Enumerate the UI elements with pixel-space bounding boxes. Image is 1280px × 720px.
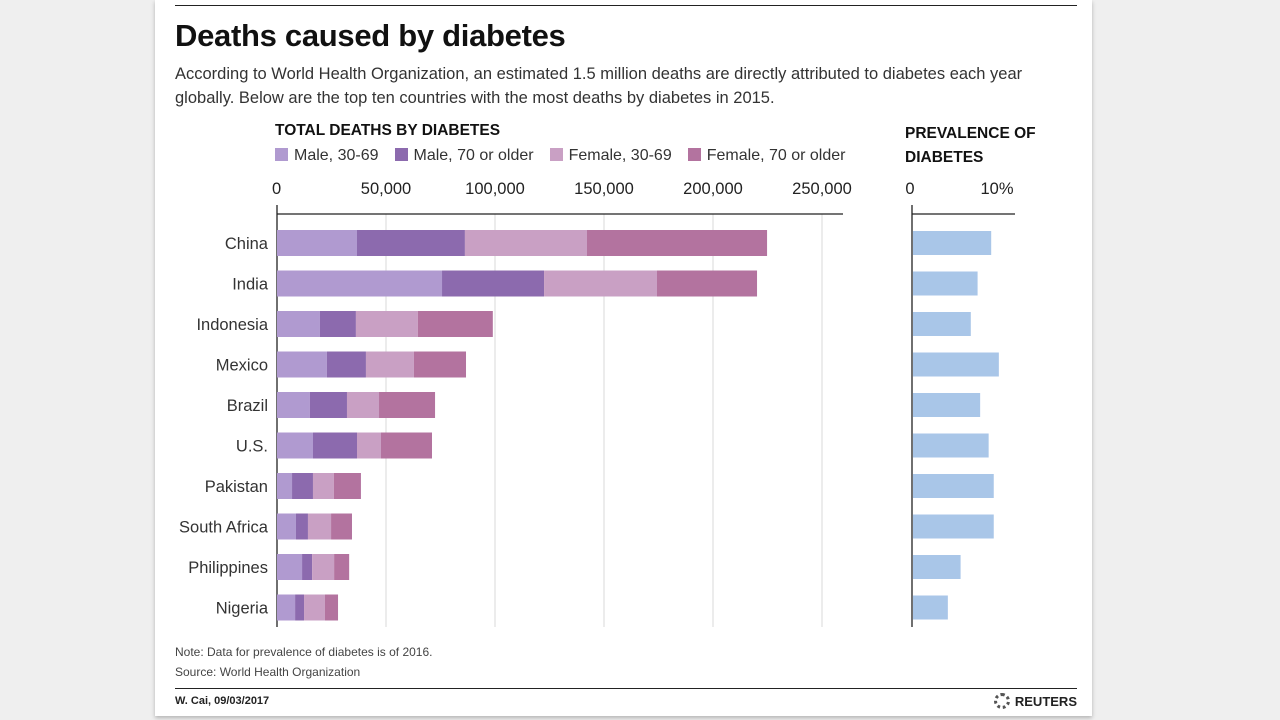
prevalence-bar xyxy=(913,271,978,296)
bar-segment xyxy=(379,392,436,418)
bar-segment xyxy=(331,513,352,540)
country-label: China xyxy=(225,235,269,253)
prevalence-bar xyxy=(913,595,948,620)
bar-segment xyxy=(544,270,657,297)
bar-segment xyxy=(346,392,380,418)
bar-segment xyxy=(326,351,366,378)
legend-item: Female, 30-69 xyxy=(549,147,672,165)
country-label: India xyxy=(232,276,269,294)
prevalence-title-line: PREVALENCE OF xyxy=(905,125,1036,142)
prevalence-bar xyxy=(913,231,992,255)
legend-item: Male, 70 or older xyxy=(394,147,534,165)
reuters-brand: REUTERS xyxy=(1014,693,1077,709)
bar-segment xyxy=(307,513,332,540)
bar-segment xyxy=(334,554,350,580)
x-tick-label: 100,000 xyxy=(465,180,525,198)
country-label: South Africa xyxy=(179,519,269,537)
prevalence-title-line: DIABETES xyxy=(905,149,984,166)
x-tick-label: 0 xyxy=(272,180,281,198)
bar-segment xyxy=(380,432,432,459)
bar-segment xyxy=(277,554,303,580)
bar-segment xyxy=(333,473,361,499)
country-label: Indonesia xyxy=(196,316,268,334)
bar-segment xyxy=(277,351,327,378)
top-rule xyxy=(175,5,1077,6)
bar-segment xyxy=(312,432,358,459)
bar-segment xyxy=(277,311,320,337)
prevalence-bar xyxy=(913,514,994,539)
chart-title: Deaths caused by diabetes xyxy=(175,18,566,53)
bar-segment xyxy=(357,230,465,256)
footer-credit: W. Cai, 09/03/2017 xyxy=(175,695,270,707)
bar-segment xyxy=(277,594,296,621)
bar-segment xyxy=(355,311,418,337)
bar-segment xyxy=(319,311,356,337)
bar-segment xyxy=(413,351,467,378)
bar-segment xyxy=(302,554,313,580)
bar-segment xyxy=(312,554,335,580)
country-label: Brazil xyxy=(227,397,268,415)
bar-segment xyxy=(295,594,305,621)
chart-subtitle: According to World Health Organization, … xyxy=(175,62,1022,110)
deaths-chart-title: TOTAL DEATHS BY DIABETES xyxy=(275,122,501,139)
prevalence-chart-title: PREVALENCE OF DIABETES xyxy=(905,122,1036,170)
bar-segment xyxy=(277,432,313,459)
bar-segment xyxy=(292,473,313,499)
x-tick-label: 200,000 xyxy=(683,180,743,198)
legend-swatch xyxy=(549,148,563,161)
country-label: Nigeria xyxy=(216,600,269,618)
footer-rule xyxy=(175,688,1077,689)
bar-segment xyxy=(304,594,325,621)
x-tick-label: 250,000 xyxy=(792,180,852,198)
bar-segment xyxy=(277,270,443,297)
bar-segment xyxy=(417,311,493,337)
bar-segment xyxy=(442,270,545,297)
legend-swatch xyxy=(275,148,288,161)
legend-label: Female, 30-69 xyxy=(568,147,672,164)
legend-label: Male, 70 or older xyxy=(413,147,534,164)
legend: Male, 30-69 Male, 70 or older Female, 30-6… xyxy=(275,147,845,165)
prevalence-tick-label: 0 xyxy=(905,180,914,198)
prevalence-bar xyxy=(913,474,994,498)
bar-segment xyxy=(312,473,334,499)
x-tick-label: 150,000 xyxy=(574,180,634,198)
country-label: Mexico xyxy=(216,357,268,375)
prevalence-bar xyxy=(913,312,971,336)
country-label: U.S. xyxy=(236,438,268,456)
bar-segment xyxy=(277,230,358,256)
country-label: Pakistan xyxy=(205,478,268,496)
reuters-logo-icon xyxy=(993,693,1010,709)
bar-segment xyxy=(309,392,347,418)
x-tick-label: 50,000 xyxy=(361,180,411,198)
reuters-logo: REUTERS xyxy=(993,693,1077,709)
legend-swatch xyxy=(394,148,408,161)
bar-segment xyxy=(357,432,381,459)
bar-segment xyxy=(586,230,768,256)
prevalence-tick-label: 10% xyxy=(980,180,1013,198)
bar-segment xyxy=(365,351,414,378)
bar-segment xyxy=(277,392,310,418)
prevalence-bar xyxy=(913,393,981,417)
subtitle-line: globally. Below are the top ten countrie… xyxy=(175,89,775,107)
prevalence-bar xyxy=(913,555,961,579)
prevalence-bar xyxy=(913,352,999,377)
bar-segment xyxy=(324,594,339,621)
bar-segment xyxy=(656,270,758,297)
source-text: Source: World Health Organization xyxy=(175,665,361,679)
note-text: Note: Data for prevalence of diabetes is… xyxy=(175,645,433,659)
legend-item: Male, 30-69 xyxy=(275,147,379,165)
prevalence-bar xyxy=(913,433,989,458)
bar-segment xyxy=(277,513,296,540)
bar-segment xyxy=(277,473,293,499)
legend-swatch xyxy=(687,148,701,161)
bar-segment xyxy=(464,230,587,256)
legend-label: Male, 30-69 xyxy=(294,147,379,164)
legend-item: Female, 70 or older xyxy=(687,147,846,165)
subtitle-line: According to World Health Organization, … xyxy=(175,65,1023,83)
country-label: Philippines xyxy=(188,559,268,577)
bar-segment xyxy=(295,513,308,540)
legend-label: Female, 70 or older xyxy=(706,147,846,164)
